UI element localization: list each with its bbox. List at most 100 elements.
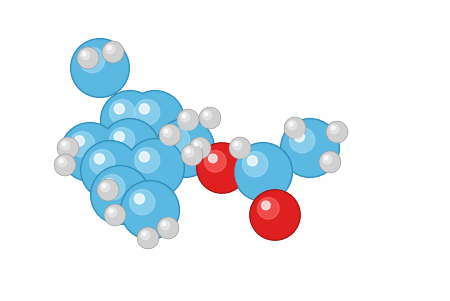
Circle shape [98, 180, 118, 200]
Circle shape [181, 144, 203, 166]
Circle shape [84, 52, 94, 62]
Circle shape [103, 42, 123, 62]
Circle shape [101, 119, 159, 177]
Circle shape [257, 197, 279, 219]
Circle shape [190, 138, 210, 158]
Circle shape [104, 179, 114, 189]
Circle shape [233, 141, 242, 150]
Circle shape [162, 222, 166, 226]
Circle shape [323, 155, 332, 164]
Circle shape [178, 110, 198, 130]
Circle shape [90, 150, 115, 175]
Circle shape [106, 45, 115, 54]
Circle shape [235, 144, 291, 200]
Circle shape [158, 218, 179, 238]
Circle shape [70, 132, 95, 157]
Circle shape [156, 119, 214, 177]
Circle shape [62, 124, 118, 180]
Circle shape [186, 149, 190, 153]
Circle shape [282, 120, 338, 176]
Circle shape [122, 182, 178, 238]
Circle shape [289, 122, 293, 126]
Circle shape [251, 191, 299, 239]
Circle shape [130, 190, 155, 215]
Circle shape [243, 152, 268, 177]
Circle shape [99, 175, 125, 200]
Circle shape [54, 154, 76, 175]
Circle shape [234, 142, 238, 146]
Circle shape [59, 159, 63, 163]
Circle shape [61, 141, 70, 150]
Circle shape [61, 123, 119, 182]
Circle shape [102, 92, 158, 148]
Circle shape [208, 154, 217, 163]
Circle shape [105, 205, 125, 225]
Circle shape [230, 138, 250, 158]
Circle shape [230, 138, 251, 159]
Circle shape [55, 155, 75, 175]
Circle shape [181, 113, 190, 122]
Circle shape [102, 120, 158, 176]
Circle shape [169, 132, 180, 142]
Circle shape [281, 119, 339, 177]
Circle shape [159, 125, 180, 145]
Circle shape [199, 107, 220, 129]
Circle shape [58, 158, 67, 167]
Circle shape [197, 143, 247, 193]
Circle shape [182, 114, 186, 118]
Circle shape [134, 194, 144, 204]
Circle shape [72, 40, 128, 96]
Circle shape [101, 91, 159, 149]
Circle shape [284, 117, 306, 138]
Circle shape [127, 140, 183, 196]
Circle shape [92, 167, 148, 223]
Circle shape [200, 108, 220, 128]
Circle shape [98, 179, 118, 200]
Circle shape [331, 126, 335, 130]
Circle shape [164, 129, 168, 133]
Circle shape [74, 136, 85, 146]
Circle shape [135, 147, 160, 173]
Circle shape [108, 46, 111, 50]
Circle shape [109, 128, 135, 153]
Circle shape [63, 142, 66, 146]
Circle shape [204, 112, 208, 116]
Circle shape [121, 181, 180, 239]
Circle shape [138, 228, 158, 249]
Circle shape [141, 231, 150, 240]
Circle shape [193, 141, 202, 150]
Circle shape [114, 104, 124, 114]
Circle shape [71, 39, 130, 98]
Circle shape [157, 120, 213, 176]
Circle shape [194, 142, 198, 146]
Text: alamy - 2KFHN0W: alamy - 2KFHN0W [184, 286, 266, 294]
Circle shape [127, 92, 183, 148]
Circle shape [142, 232, 146, 236]
Circle shape [285, 118, 305, 138]
Circle shape [289, 128, 315, 153]
Circle shape [202, 111, 211, 120]
Circle shape [294, 132, 304, 142]
Circle shape [82, 52, 86, 56]
Circle shape [114, 132, 124, 142]
Circle shape [327, 122, 347, 142]
Circle shape [109, 209, 113, 213]
Circle shape [94, 154, 104, 164]
Circle shape [182, 145, 202, 165]
Circle shape [78, 48, 98, 68]
Circle shape [163, 128, 172, 137]
Circle shape [104, 204, 126, 225]
Circle shape [184, 148, 194, 157]
Circle shape [108, 208, 117, 217]
Circle shape [135, 100, 160, 125]
Circle shape [204, 150, 226, 172]
Circle shape [160, 125, 180, 145]
Circle shape [324, 156, 328, 160]
Circle shape [320, 152, 340, 172]
Circle shape [189, 138, 211, 159]
Circle shape [330, 125, 339, 134]
Circle shape [77, 48, 99, 69]
Circle shape [126, 91, 184, 149]
Circle shape [158, 218, 178, 238]
Circle shape [165, 128, 190, 153]
